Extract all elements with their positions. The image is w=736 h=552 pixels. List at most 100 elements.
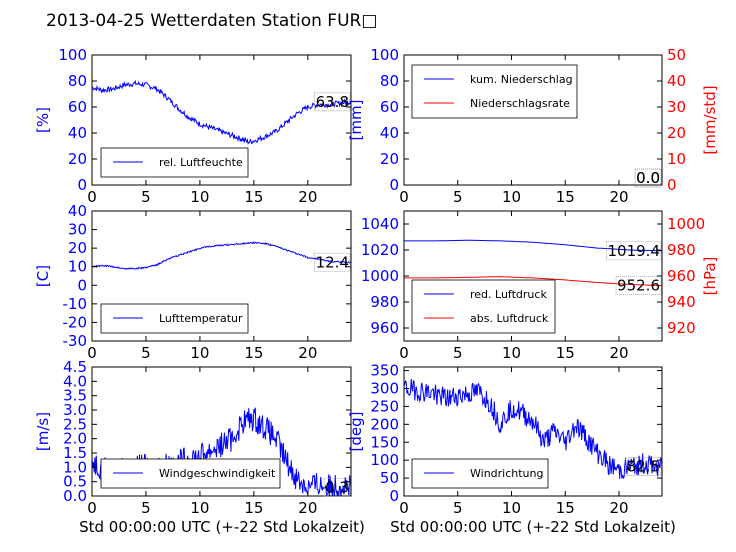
legend-label: rel. Luftfeuchte — [159, 156, 243, 169]
last-value-label-2-box — [634, 168, 662, 188]
plot-frame — [91, 210, 352, 342]
y-tick-label: 60 — [68, 98, 87, 116]
last-value-label: 12.4 — [316, 253, 349, 271]
legend-box — [411, 64, 578, 119]
y-axis-label: [mm] — [347, 100, 365, 141]
y2-tick-label: 20 — [667, 124, 686, 142]
panel-humidity: 0 5 10 15 20 0 20 40 60 80 100 [%] rel. Luftfeuchte 6… — [34, 46, 352, 206]
x-tick-label: 10 — [502, 499, 521, 517]
x-tick-label: 0 — [87, 499, 97, 517]
legend-label: Windgeschwindigkeit — [159, 467, 276, 480]
series-line-0 — [92, 79, 351, 145]
y-tick-label: 960 — [370, 319, 399, 337]
y-tick-label: 100 — [58, 46, 87, 64]
y-tick-label: 350 — [370, 362, 399, 380]
x-axis-label-right: Std 00:00:00 UTC (+-22 Std Lokalzeit) — [390, 518, 676, 536]
legend-box — [411, 279, 556, 334]
x-tick-label: 20 — [298, 344, 317, 362]
y-tick-label: 100 — [370, 46, 399, 64]
legend: kum. Niederschlag Niederschlagsrate — [411, 64, 578, 119]
x-tick-label: 5 — [141, 499, 151, 517]
y-tick-label: 300 — [370, 380, 399, 398]
y2-tick-label: 10 — [667, 150, 686, 168]
y-tick-label: 30 — [68, 221, 87, 239]
y-axis-label: [m/s] — [34, 412, 52, 451]
x-tick-label: 5 — [453, 188, 463, 206]
y-axis-label: [deg] — [347, 412, 365, 452]
legend: red. Luftdruck abs. Luftdruck — [411, 279, 556, 334]
y2-tick-label: 40 — [667, 72, 686, 90]
x-tick-label: 10 — [190, 499, 209, 517]
y-tick-label: 0.5 — [63, 473, 87, 491]
y2-tick-label: 0 — [667, 176, 677, 194]
legend: Windrichtung — [411, 458, 549, 489]
legend: Lufttemperatur — [100, 303, 249, 334]
x-tick-label: 20 — [609, 344, 628, 362]
legend: rel. Luftfeuchte — [100, 147, 249, 178]
y-tick-label: 2.5 — [63, 415, 87, 433]
y-tick-label: 250 — [370, 397, 399, 415]
legend-label: red. Luftdruck — [470, 288, 547, 301]
y2-tick-label: 1000 — [667, 215, 705, 233]
last-value-label-box — [314, 92, 351, 112]
y-tick-label: 150 — [370, 433, 399, 451]
y-tick-label: 40 — [68, 124, 87, 142]
y-tick-label: 4.5 — [63, 358, 87, 376]
y-tick-label: 10 — [68, 258, 87, 276]
x-tick-label: 0 — [399, 344, 409, 362]
x-tick-label: 15 — [244, 188, 263, 206]
x-tick-label: 15 — [556, 344, 575, 362]
y-tick-label: 60 — [380, 98, 399, 116]
plot-frame — [403, 366, 663, 497]
x-tick-label: 0 — [399, 188, 409, 206]
x-tick-label: 15 — [244, 499, 263, 517]
y2-tick-label: 980 — [667, 241, 696, 259]
y-tick-label: 1000 — [361, 267, 399, 285]
x-tick-label: 10 — [190, 188, 209, 206]
y2-tick-label: 30 — [667, 98, 686, 116]
y-tick-label: 80 — [68, 72, 87, 90]
panel-wind_speed: 0 5 10 15 20 0.00.51.01.52.02.53.03.54.04.5 [m… — [34, 358, 352, 517]
y-tick-label: 1.5 — [63, 444, 87, 462]
x-tick-label: 20 — [298, 499, 317, 517]
series-line-1 — [404, 276, 662, 287]
y-tick-label: 80 — [380, 72, 399, 90]
x-tick-label: 15 — [556, 188, 575, 206]
series-line-0 — [404, 378, 662, 480]
x-tick-label: 5 — [453, 499, 463, 517]
last-value-label: 1019.4 — [608, 242, 661, 260]
last-value-label-2: 0.0 — [636, 169, 660, 187]
legend-label: Niederschlagsrate — [470, 97, 570, 110]
y-axis-label: [%] — [34, 107, 52, 133]
y-tick-label: 3.5 — [63, 387, 87, 405]
x-axis-label-left: Std 00:00:00 UTC (+-22 Std Lokalzeit) — [79, 518, 365, 536]
x-tick-label: 5 — [453, 344, 463, 362]
y-tick-label: 20 — [68, 239, 87, 257]
x-tick-label: 0 — [399, 499, 409, 517]
x-tick-label: 0 — [87, 344, 97, 362]
y2-tick-label: 920 — [667, 319, 696, 337]
y-tick-label: 100 — [370, 451, 399, 469]
last-value-label-2-box — [615, 276, 662, 296]
y-tick-label: 0 — [389, 487, 399, 505]
y-tick-label: -10 — [63, 295, 88, 313]
y2-tick-label: 50 — [667, 46, 686, 64]
y-tick-label: 200 — [370, 415, 399, 433]
y-tick-label: 40 — [380, 124, 399, 142]
y-tick-label: 40 — [68, 202, 87, 220]
plot-frame — [91, 54, 352, 186]
series-line-0 — [404, 239, 662, 252]
y-tick-label: 1.0 — [63, 458, 87, 476]
x-tick-label: 20 — [609, 499, 628, 517]
y-axis-label: [C] — [34, 265, 52, 287]
y2-tick-label: 940 — [667, 293, 696, 311]
y-tick-label: 20 — [380, 150, 399, 168]
x-tick-label: 5 — [141, 344, 151, 362]
y-tick-label: -20 — [63, 313, 88, 331]
y-tick-label: 2.0 — [63, 430, 87, 448]
legend-label: Windrichtung — [470, 467, 543, 480]
last-value-label: 0.0 — [636, 169, 660, 187]
last-value-label-box — [323, 477, 351, 497]
last-value-label-box — [314, 252, 351, 272]
